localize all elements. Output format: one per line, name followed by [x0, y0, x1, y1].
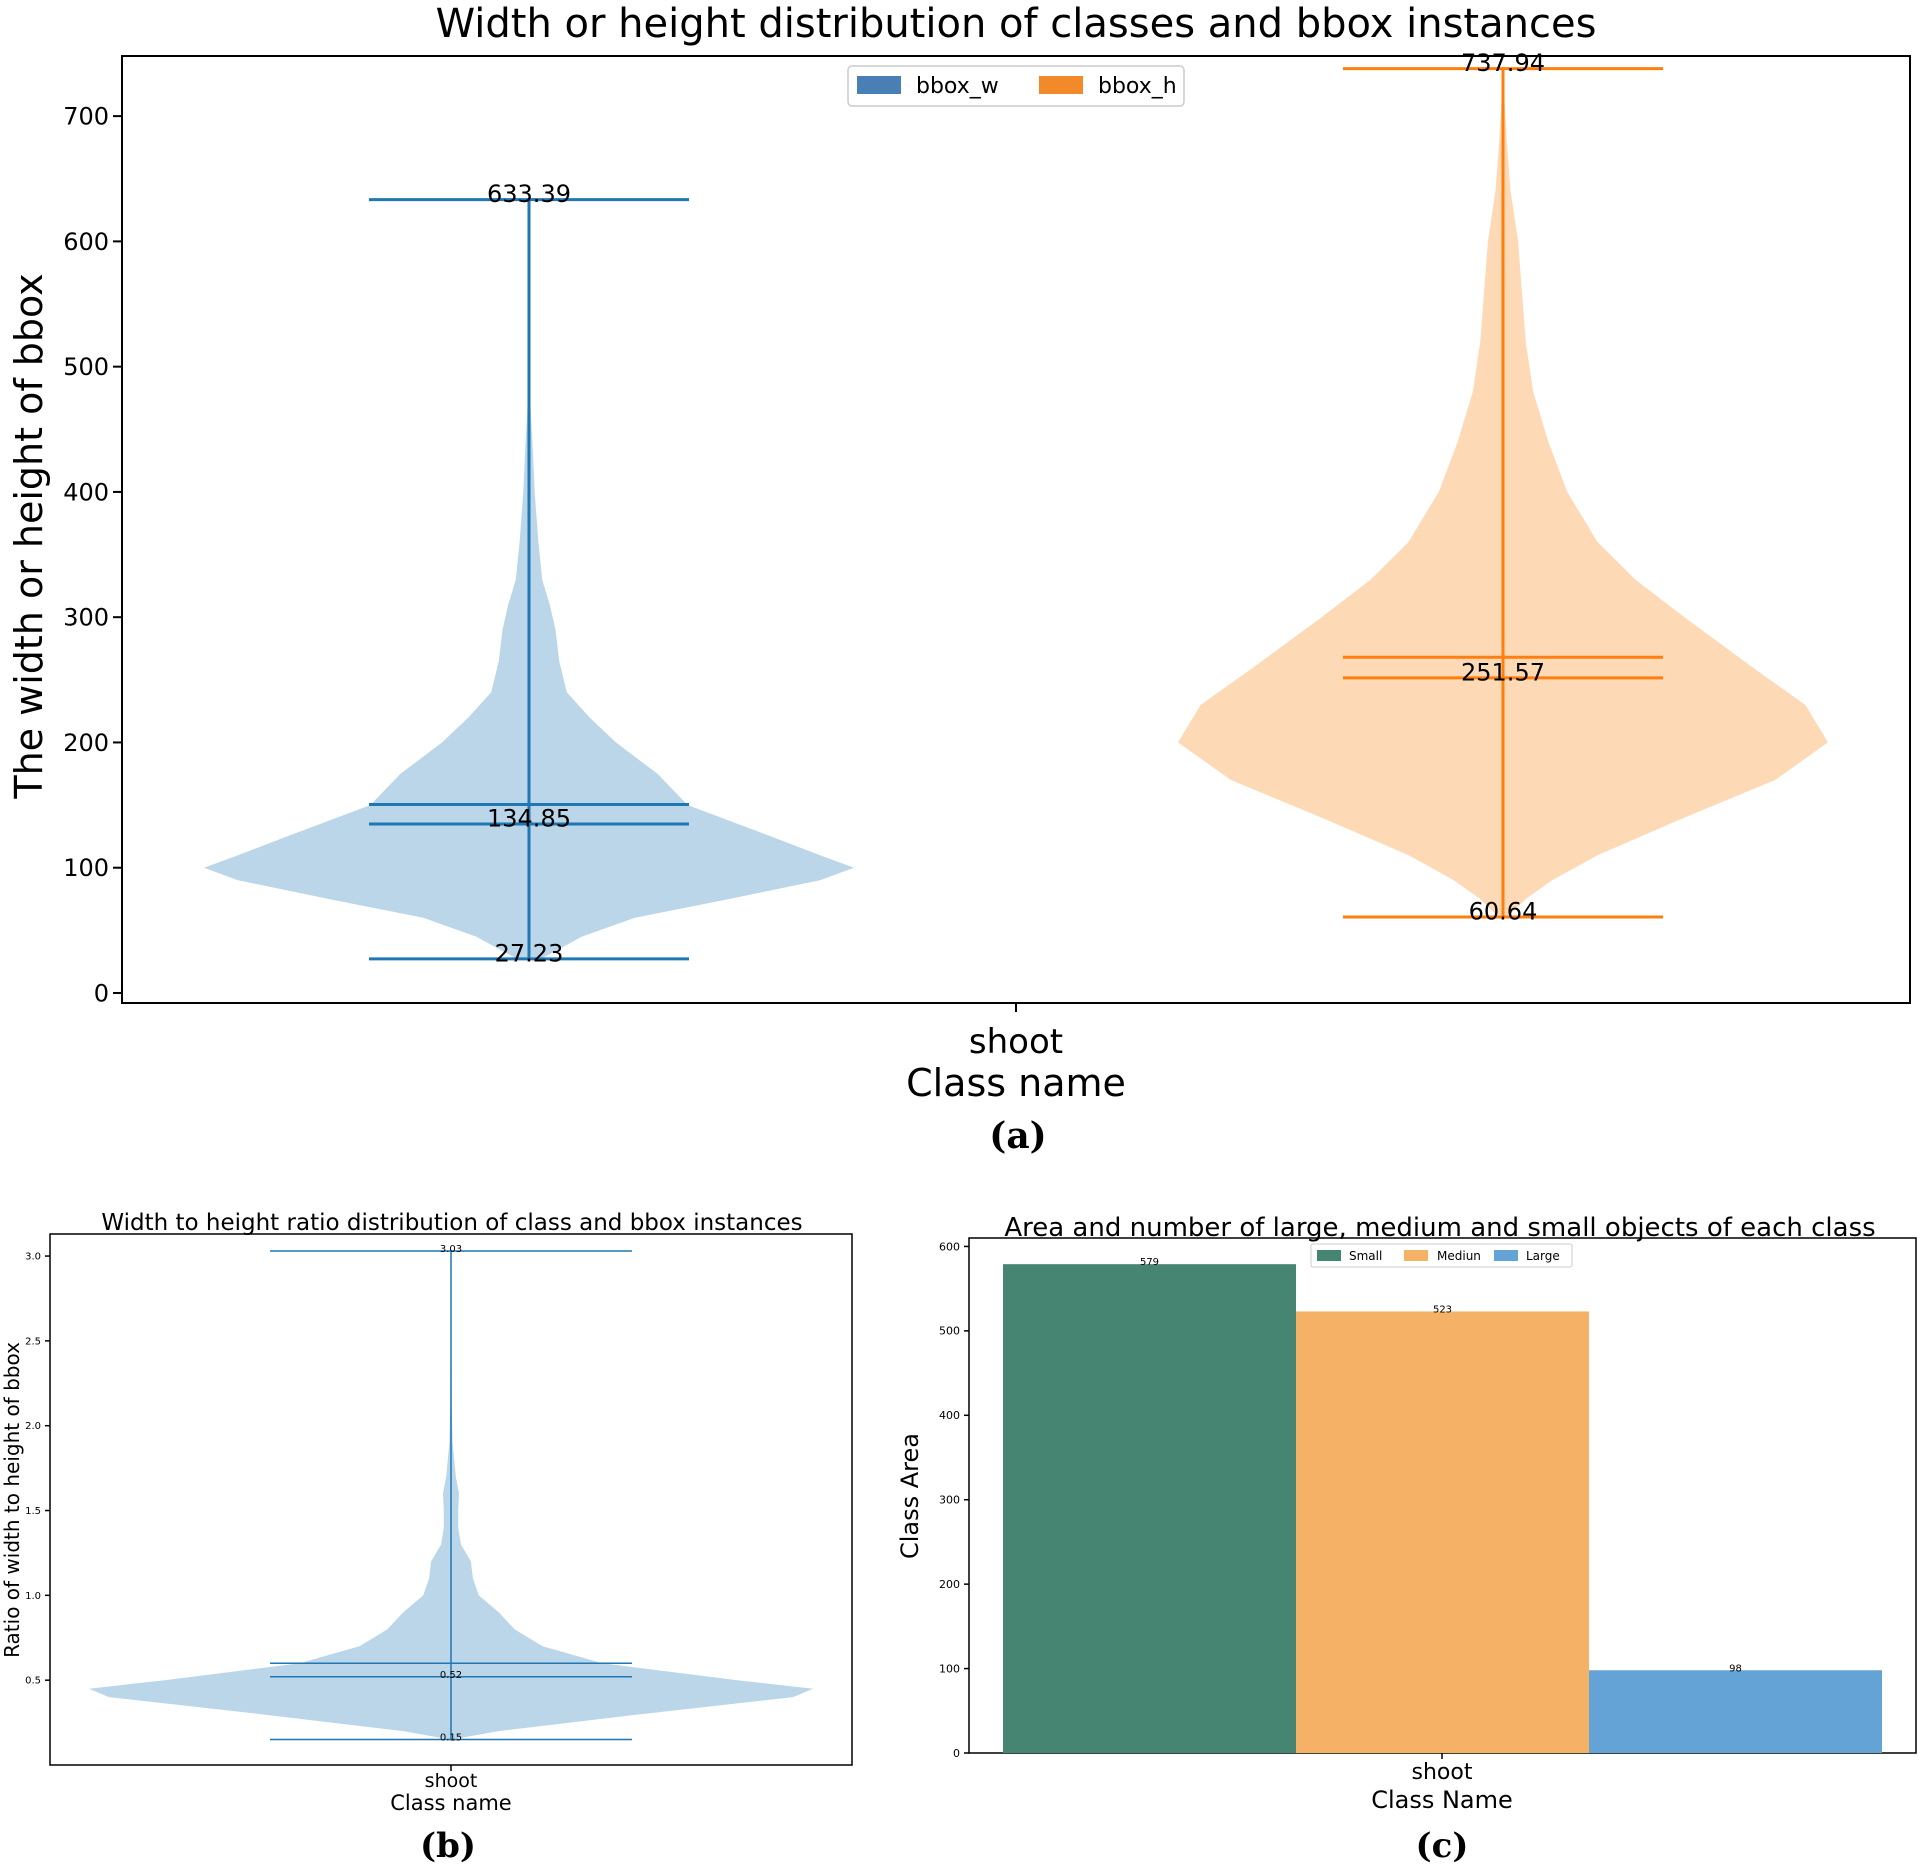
y-tick-label: 100 — [63, 854, 109, 882]
violin-bbox-w-median-label: 134.85 — [487, 804, 571, 832]
panel-c-x-tick-label: shoot — [1412, 1760, 1473, 1785]
panel-a: Width or height distribution of classes … — [7, 1, 1911, 1157]
violin-bbox-h-min-label: 60.64 — [1469, 897, 1538, 925]
y-tick-label: 200 — [939, 1578, 960, 1591]
y-tick-label: 300 — [63, 604, 109, 632]
legend-swatch-large — [1494, 1250, 1518, 1261]
y-tick-label: 0 — [953, 1747, 960, 1760]
bar-small — [1003, 1264, 1296, 1753]
y-tick-label: 400 — [63, 478, 109, 506]
panel-a-caption: (a) — [989, 1115, 1046, 1157]
bar-value-label: 523 — [1433, 1304, 1452, 1315]
violin-ratio-median-label: 0.52 — [440, 1670, 462, 1681]
y-tick-label: 0.5 — [25, 1676, 41, 1687]
violin-bbox-w-max-label: 633.39 — [487, 180, 571, 208]
y-tick-label: 600 — [63, 228, 109, 256]
y-tick-label: 3.0 — [25, 1252, 41, 1263]
legend-swatch-small — [1317, 1250, 1341, 1261]
y-tick-label: 0 — [94, 979, 109, 1007]
y-tick-label: 400 — [939, 1409, 960, 1422]
legend-label-bbox-h: bbox_h — [1098, 74, 1177, 99]
panel-c-bars: 579 523 98 — [1003, 1257, 1882, 1753]
panel-b-y-axis: 0.5 1.0 1.5 2.0 2.5 3.0 — [25, 1252, 50, 1687]
panel-a-x-axis-label: Class name — [906, 1061, 1126, 1105]
y-tick-label: 1.5 — [25, 1506, 41, 1517]
legend-label-bbox-w: bbox_w — [916, 74, 999, 99]
panel-b-caption: (b) — [420, 1826, 476, 1866]
bar-value-label: 579 — [1140, 1257, 1159, 1268]
y-tick-label: 500 — [939, 1325, 960, 1338]
panel-c-y-axis: 0 100 200 300 400 500 600 — [939, 1240, 969, 1760]
y-tick-label: 2.5 — [25, 1336, 41, 1347]
y-tick-label: 1.0 — [25, 1591, 41, 1602]
bar-large — [1589, 1670, 1882, 1753]
panel-b-violins: 3.03 0.52 0.15 — [89, 1244, 813, 1744]
y-tick-label: 600 — [939, 1240, 960, 1253]
panel-a-x-tick-label: shoot — [969, 1022, 1063, 1062]
panel-b: Width to height ratio distribution of cl… — [0, 1210, 853, 1866]
bar-mediun — [1296, 1311, 1589, 1753]
panel-b-title: Width to height ratio distribution of cl… — [101, 1210, 802, 1236]
panel-c: Area and number of large, medium and sma… — [896, 1213, 1917, 1866]
panel-b-x-tick-label: shoot — [425, 1770, 478, 1792]
panel-c-legend: Small Mediun Large — [1310, 1243, 1573, 1268]
legend-label-small: Small — [1349, 1249, 1382, 1263]
violin-ratio-min-label: 0.15 — [440, 1733, 462, 1744]
bar-value-label: 98 — [1729, 1663, 1742, 1674]
violin-bbox-w-min-label: 27.23 — [495, 939, 564, 967]
violin-bbox-h-median-label: 251.57 — [1461, 658, 1545, 686]
panel-a-y-axis: 0 100 200 300 400 500 600 700 — [63, 103, 122, 1007]
legend-swatch-bbox-h — [1039, 76, 1083, 94]
panel-a-legend: bbox_w bbox_h — [847, 65, 1185, 107]
panel-c-caption: (c) — [1416, 1826, 1469, 1866]
y-tick-label: 700 — [63, 103, 109, 131]
y-tick-label: 200 — [63, 729, 109, 757]
panel-c-y-axis-label: Class Area — [896, 1433, 924, 1559]
panel-a-y-axis-label: The width or height of bbox — [7, 273, 51, 799]
panel-c-x-axis-label: Class Name — [1371, 1786, 1513, 1814]
violin-ratio-max-label: 3.03 — [440, 1244, 462, 1255]
panel-a-legend-box — [847, 65, 1185, 107]
panel-a-title: Width or height distribution of classes … — [436, 1, 1597, 47]
y-tick-label: 300 — [939, 1494, 960, 1507]
legend-label-mediun: Mediun — [1437, 1249, 1481, 1263]
legend-label-large: Large — [1526, 1249, 1560, 1263]
panel-b-y-axis-label: Ratio of width to height of bbox — [0, 1342, 24, 1658]
panel-a-violins: 633.39 134.85 27.23 737.94 251.57 60.64 — [204, 49, 1828, 967]
legend-swatch-mediun — [1404, 1250, 1428, 1261]
legend-swatch-bbox-w — [857, 76, 901, 94]
panel-b-x-axis-label: Class name — [390, 1791, 511, 1815]
y-tick-label: 2.0 — [25, 1421, 41, 1432]
panel-c-legend-box — [1310, 1243, 1573, 1268]
y-tick-label: 100 — [939, 1662, 960, 1675]
y-tick-label: 500 — [63, 353, 109, 381]
violin-bbox-h-max-label: 737.94 — [1461, 49, 1545, 77]
